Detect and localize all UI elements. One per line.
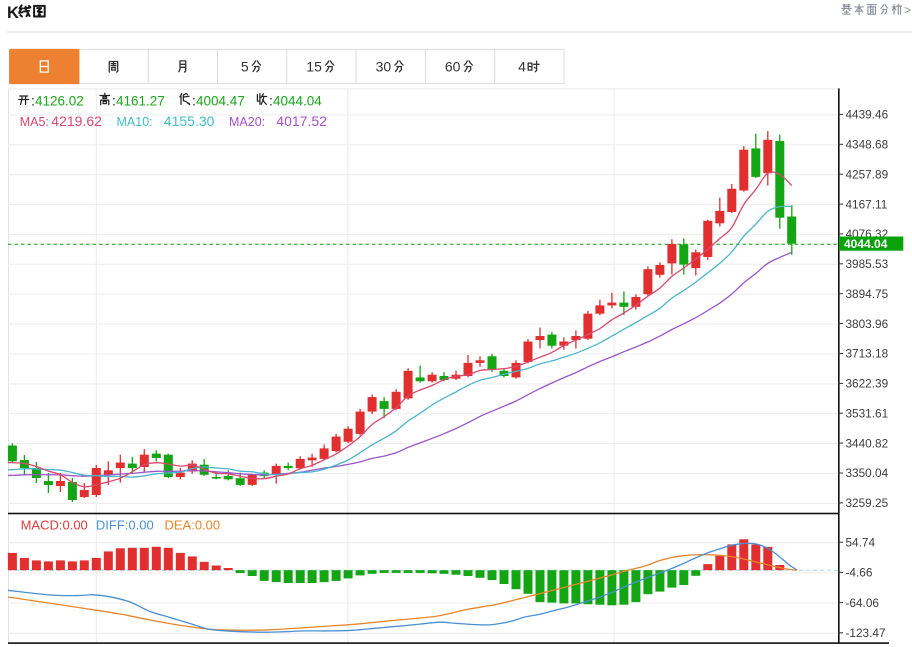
svg-text:4017.52: 4017.52	[276, 113, 327, 129]
svg-text:4348.68: 4348.68	[846, 138, 889, 152]
svg-text:3531.61: 3531.61	[846, 406, 889, 420]
svg-text:4044.04: 4044.04	[273, 94, 322, 109]
svg-text:3713.18: 3713.18	[846, 347, 889, 361]
svg-text:3894.75: 3894.75	[846, 287, 889, 301]
svg-text:4257.89: 4257.89	[846, 167, 889, 181]
svg-text:MA20:: MA20:	[229, 115, 265, 129]
svg-text::: :	[112, 93, 116, 109]
svg-text:DIFF:0.00: DIFF:0.00	[96, 518, 154, 533]
svg-text:3985.53: 3985.53	[846, 257, 889, 271]
svg-text:15: 15	[306, 59, 322, 75]
svg-text:MACD:0.00: MACD:0.00	[21, 518, 88, 533]
svg-text::: :	[269, 93, 273, 109]
svg-text:3259.25: 3259.25	[846, 496, 889, 510]
svg-text:4161.27: 4161.27	[116, 94, 165, 109]
svg-text:MA5:: MA5:	[20, 115, 49, 129]
svg-text:-4.66: -4.66	[846, 566, 873, 580]
svg-text:3622.39: 3622.39	[846, 377, 889, 391]
svg-text:5: 5	[241, 59, 249, 75]
svg-text:3440.82: 3440.82	[846, 436, 889, 450]
svg-text:60: 60	[445, 59, 461, 75]
svg-text:DEA:0.00: DEA:0.00	[165, 518, 221, 533]
svg-text:4004.47: 4004.47	[196, 94, 245, 109]
svg-text:4219.62: 4219.62	[51, 113, 102, 129]
svg-text:K: K	[7, 4, 19, 22]
svg-text:3803.96: 3803.96	[846, 317, 889, 331]
svg-text:4: 4	[518, 59, 526, 75]
svg-text:4167.11: 4167.11	[846, 197, 888, 211]
svg-text:>: >	[904, 3, 911, 17]
svg-text:3350.04: 3350.04	[846, 466, 889, 480]
svg-text:MA10:: MA10:	[117, 115, 153, 129]
svg-text:30: 30	[376, 59, 392, 75]
svg-text:4044.04: 4044.04	[844, 237, 888, 251]
svg-text:54.74: 54.74	[846, 535, 876, 549]
svg-text:4155.30: 4155.30	[164, 113, 215, 129]
svg-text:-64.06: -64.06	[846, 596, 880, 610]
svg-text:4126.02: 4126.02	[35, 94, 84, 109]
svg-text:4439.46: 4439.46	[846, 108, 889, 122]
svg-text::: :	[31, 93, 35, 109]
svg-text::: :	[192, 93, 196, 109]
svg-text:-123.47: -123.47	[846, 626, 886, 640]
